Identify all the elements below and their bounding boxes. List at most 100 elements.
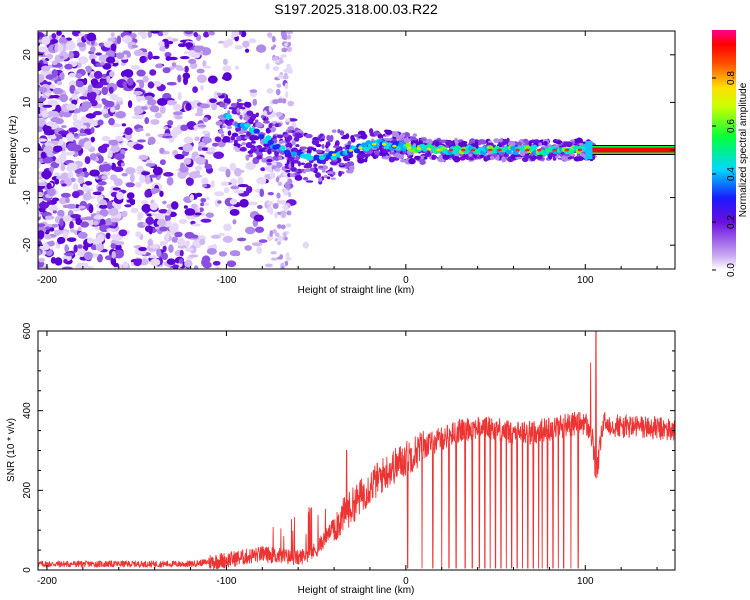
spectrogram-noise-cell: [179, 56, 190, 60]
spectrogram-ridge-peak: [470, 148, 476, 152]
spectrogram-ridge-halo: [342, 156, 349, 160]
spectrogram-noise-cell: [42, 156, 53, 164]
spectrogram-noise-cell: [38, 118, 46, 127]
spectrogram-noise-cell: [38, 138, 48, 142]
spectrogram-noise-cell: [139, 55, 147, 64]
spectrogram-noise-cell: [38, 223, 46, 228]
spectrogram-noise-cell: [194, 112, 204, 117]
spectrogram-noise-cell: [98, 204, 108, 209]
spectrogram-noise-cell: [280, 31, 285, 38]
snr-ytick-label: 0: [22, 567, 33, 573]
spectrogram-ridge-halo: [359, 157, 364, 161]
spectrogram-noise-cell: [77, 175, 85, 184]
spectrogram-noise-cell: [145, 163, 156, 167]
spectrogram-noise-cell: [66, 142, 78, 152]
spectrogram-ridge-halo: [528, 140, 532, 147]
spectrogram-noise-cell: [286, 63, 291, 68]
spectrogram-ridge-halo: [263, 142, 270, 148]
spectrogram-ridge-halo: [300, 162, 306, 166]
snr-xlabel: Height of straight line (km): [298, 585, 415, 596]
spectrogram-noise-cell: [159, 226, 168, 232]
spectrogram-noise-cell: [280, 224, 286, 230]
spectrogram-noise-cell: [151, 213, 159, 217]
spectrogram-ridge-halo: [294, 132, 303, 139]
spectrogram-noise-cell: [107, 37, 116, 42]
spectrogram-noise-cell: [38, 90, 42, 99]
spectrogram-noise-cell: [68, 51, 74, 59]
spectrogram-ridge-halo: [478, 139, 486, 145]
spectrogram-noise-cell: [285, 118, 291, 123]
spectrogram-noise-cell: [68, 150, 75, 156]
spectrogram-noise-cell: [192, 50, 201, 59]
spectrogram-noise-cell: [271, 171, 275, 178]
spectrogram-ridge-halo: [453, 156, 461, 163]
spectrogram-noise-cell: [114, 240, 125, 246]
spectrogram-noise-cell: [82, 183, 88, 192]
spectrogram-noise-cell: [90, 126, 95, 134]
spectrogram-noise-cell: [108, 207, 119, 216]
spectrogram-ridge-halo: [342, 146, 347, 150]
spectrogram-noise-cell: [83, 251, 93, 261]
spectrogram-noise-cell: [57, 236, 66, 244]
spectrogram-ridge-halo: [323, 174, 328, 179]
spectrogram-noise-cell: [273, 167, 281, 172]
snr-ytick-label: 200: [22, 482, 33, 499]
spectrogram-noise-cell: [114, 153, 125, 161]
spectrogram-noise-cell: [279, 59, 284, 64]
spectrogram-noise-cell: [177, 74, 182, 83]
spectrogram-noise-cell: [284, 181, 289, 189]
spectrogram-noise-cell: [164, 213, 172, 222]
spectrogram-noise-cell: [266, 206, 273, 214]
spectrogram-noise-cell: [207, 147, 216, 153]
spectrogram-noise-cell: [129, 199, 136, 206]
spectrogram-ridge-halo: [403, 138, 411, 143]
spectrogram-ridge-halo: [468, 156, 475, 161]
spectrogram-noise-cell: [183, 136, 194, 144]
spectrogram-ridge-halo: [278, 140, 286, 144]
spectrogram-noise-cell: [245, 226, 256, 235]
spectrogram-noise-cell: [122, 261, 129, 269]
spectrogram-noise-cell: [193, 265, 199, 269]
spectrogram-ridge-core: [265, 135, 272, 141]
spectrogram-noise-cell: [270, 251, 277, 255]
spectrogram-noise-cell: [275, 111, 283, 117]
spectrogram-noise-cell: [141, 203, 152, 213]
spectrogram-noise-cell: [244, 48, 250, 53]
spectrogram-noise-cell: [234, 65, 239, 70]
spectrogram-noise-cell: [276, 199, 281, 205]
spectrogram-noise-cell: [201, 177, 209, 185]
spectrogram-noise-cell: [131, 115, 142, 119]
spectrogram-ytick-label: -10: [22, 190, 33, 205]
spectrogram-noise-cell: [302, 241, 310, 249]
spectrogram-ridge-peak: [497, 148, 502, 152]
spectrogram-noise-cell: [115, 243, 122, 252]
spectrogram-noise-cell: [202, 60, 207, 68]
spectrogram-ridge-halo: [454, 137, 458, 144]
spectrogram-noise-cell: [89, 169, 100, 177]
spectrogram-tone-inner: [588, 147, 675, 153]
spectrogram-noise-cell: [184, 42, 194, 48]
spectrogram-noise-cell: [58, 197, 68, 205]
spectrogram-noise-cell: [268, 167, 273, 173]
spectrogram-noise-cell: [45, 226, 51, 230]
spectrogram-noise-cell: [200, 197, 207, 203]
spectrogram-noise-cell: [122, 35, 133, 44]
spectrogram-ridge-halo: [469, 138, 476, 144]
spectrogram-ridge-peak: [552, 148, 557, 152]
spectrogram-noise-cell: [159, 105, 166, 114]
spectrogram-noise-cell: [39, 243, 50, 251]
spectrogram-noise-cell: [266, 32, 273, 38]
spectrogram-noise-cell: [144, 189, 151, 198]
spectrogram-ridge-halo: [299, 146, 306, 151]
spectrogram-noise-cell: [184, 31, 194, 35]
spectrogram-noise-cell: [110, 32, 115, 38]
spectrogram-noise-cell: [68, 127, 78, 133]
spectrogram-noise-cell: [200, 202, 205, 207]
spectrogram-ridge-halo: [243, 129, 248, 133]
spectrogram-noise-cell: [138, 246, 147, 252]
spectrogram-noise-cell: [271, 35, 276, 43]
spectrogram-noise-cell: [271, 57, 277, 61]
spectrogram-noise-cell: [231, 31, 240, 38]
spectrogram-noise-cell: [256, 246, 263, 255]
